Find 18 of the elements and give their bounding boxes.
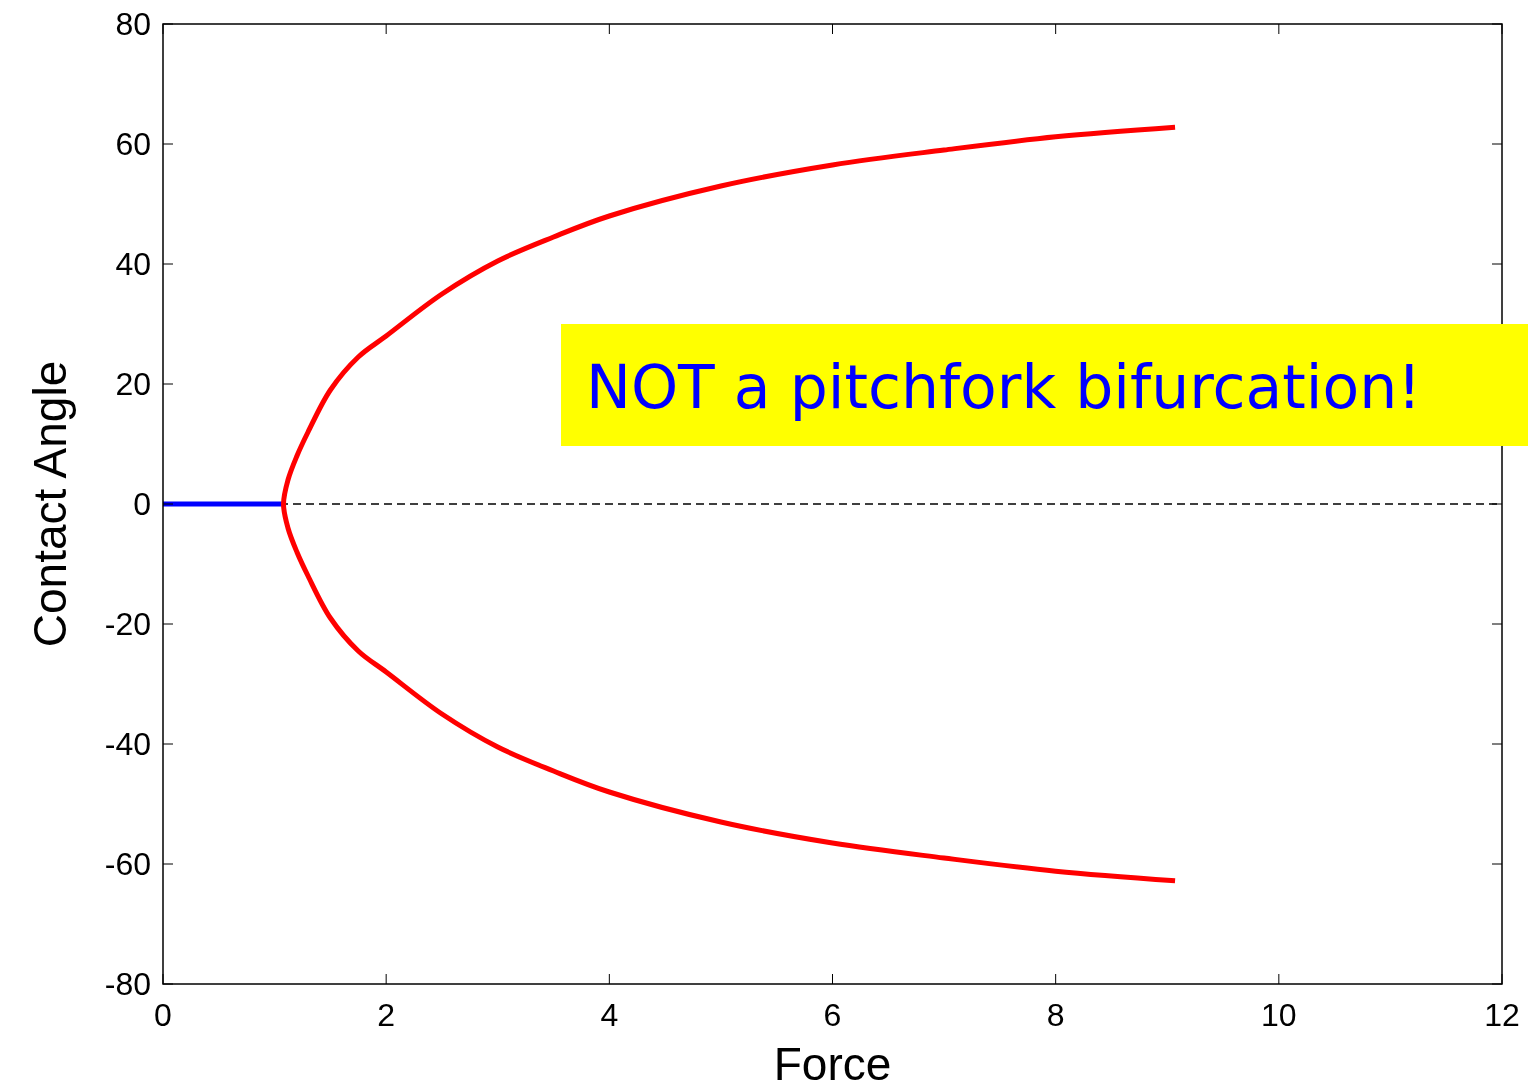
y-axis-title: Contact Angle: [24, 360, 76, 648]
x-tick-label: 2: [377, 997, 396, 1033]
y-tick-label: 40: [115, 246, 151, 283]
x-tick-label: 8: [1046, 997, 1065, 1033]
y-tick-label: -20: [104, 606, 151, 643]
y-tick-label: 80: [115, 6, 151, 43]
y-tick-label: 60: [115, 126, 151, 163]
x-tick-label: 10: [1261, 997, 1297, 1033]
x-axis-title: Force: [773, 1038, 892, 1084]
y-tick-label: -80: [104, 966, 151, 1003]
x-tick-label: 6: [823, 997, 842, 1033]
y-tick-label: -60: [104, 846, 151, 883]
x-tick-label: 4: [600, 997, 619, 1033]
y-tick-label: 0: [133, 486, 151, 523]
y-tick-label: -40: [104, 726, 151, 763]
x-tick-label: 12: [1484, 997, 1520, 1033]
y-tick-label: 20: [115, 366, 151, 403]
annotation: NOT a pitchfork bifurcation!: [586, 352, 1422, 422]
